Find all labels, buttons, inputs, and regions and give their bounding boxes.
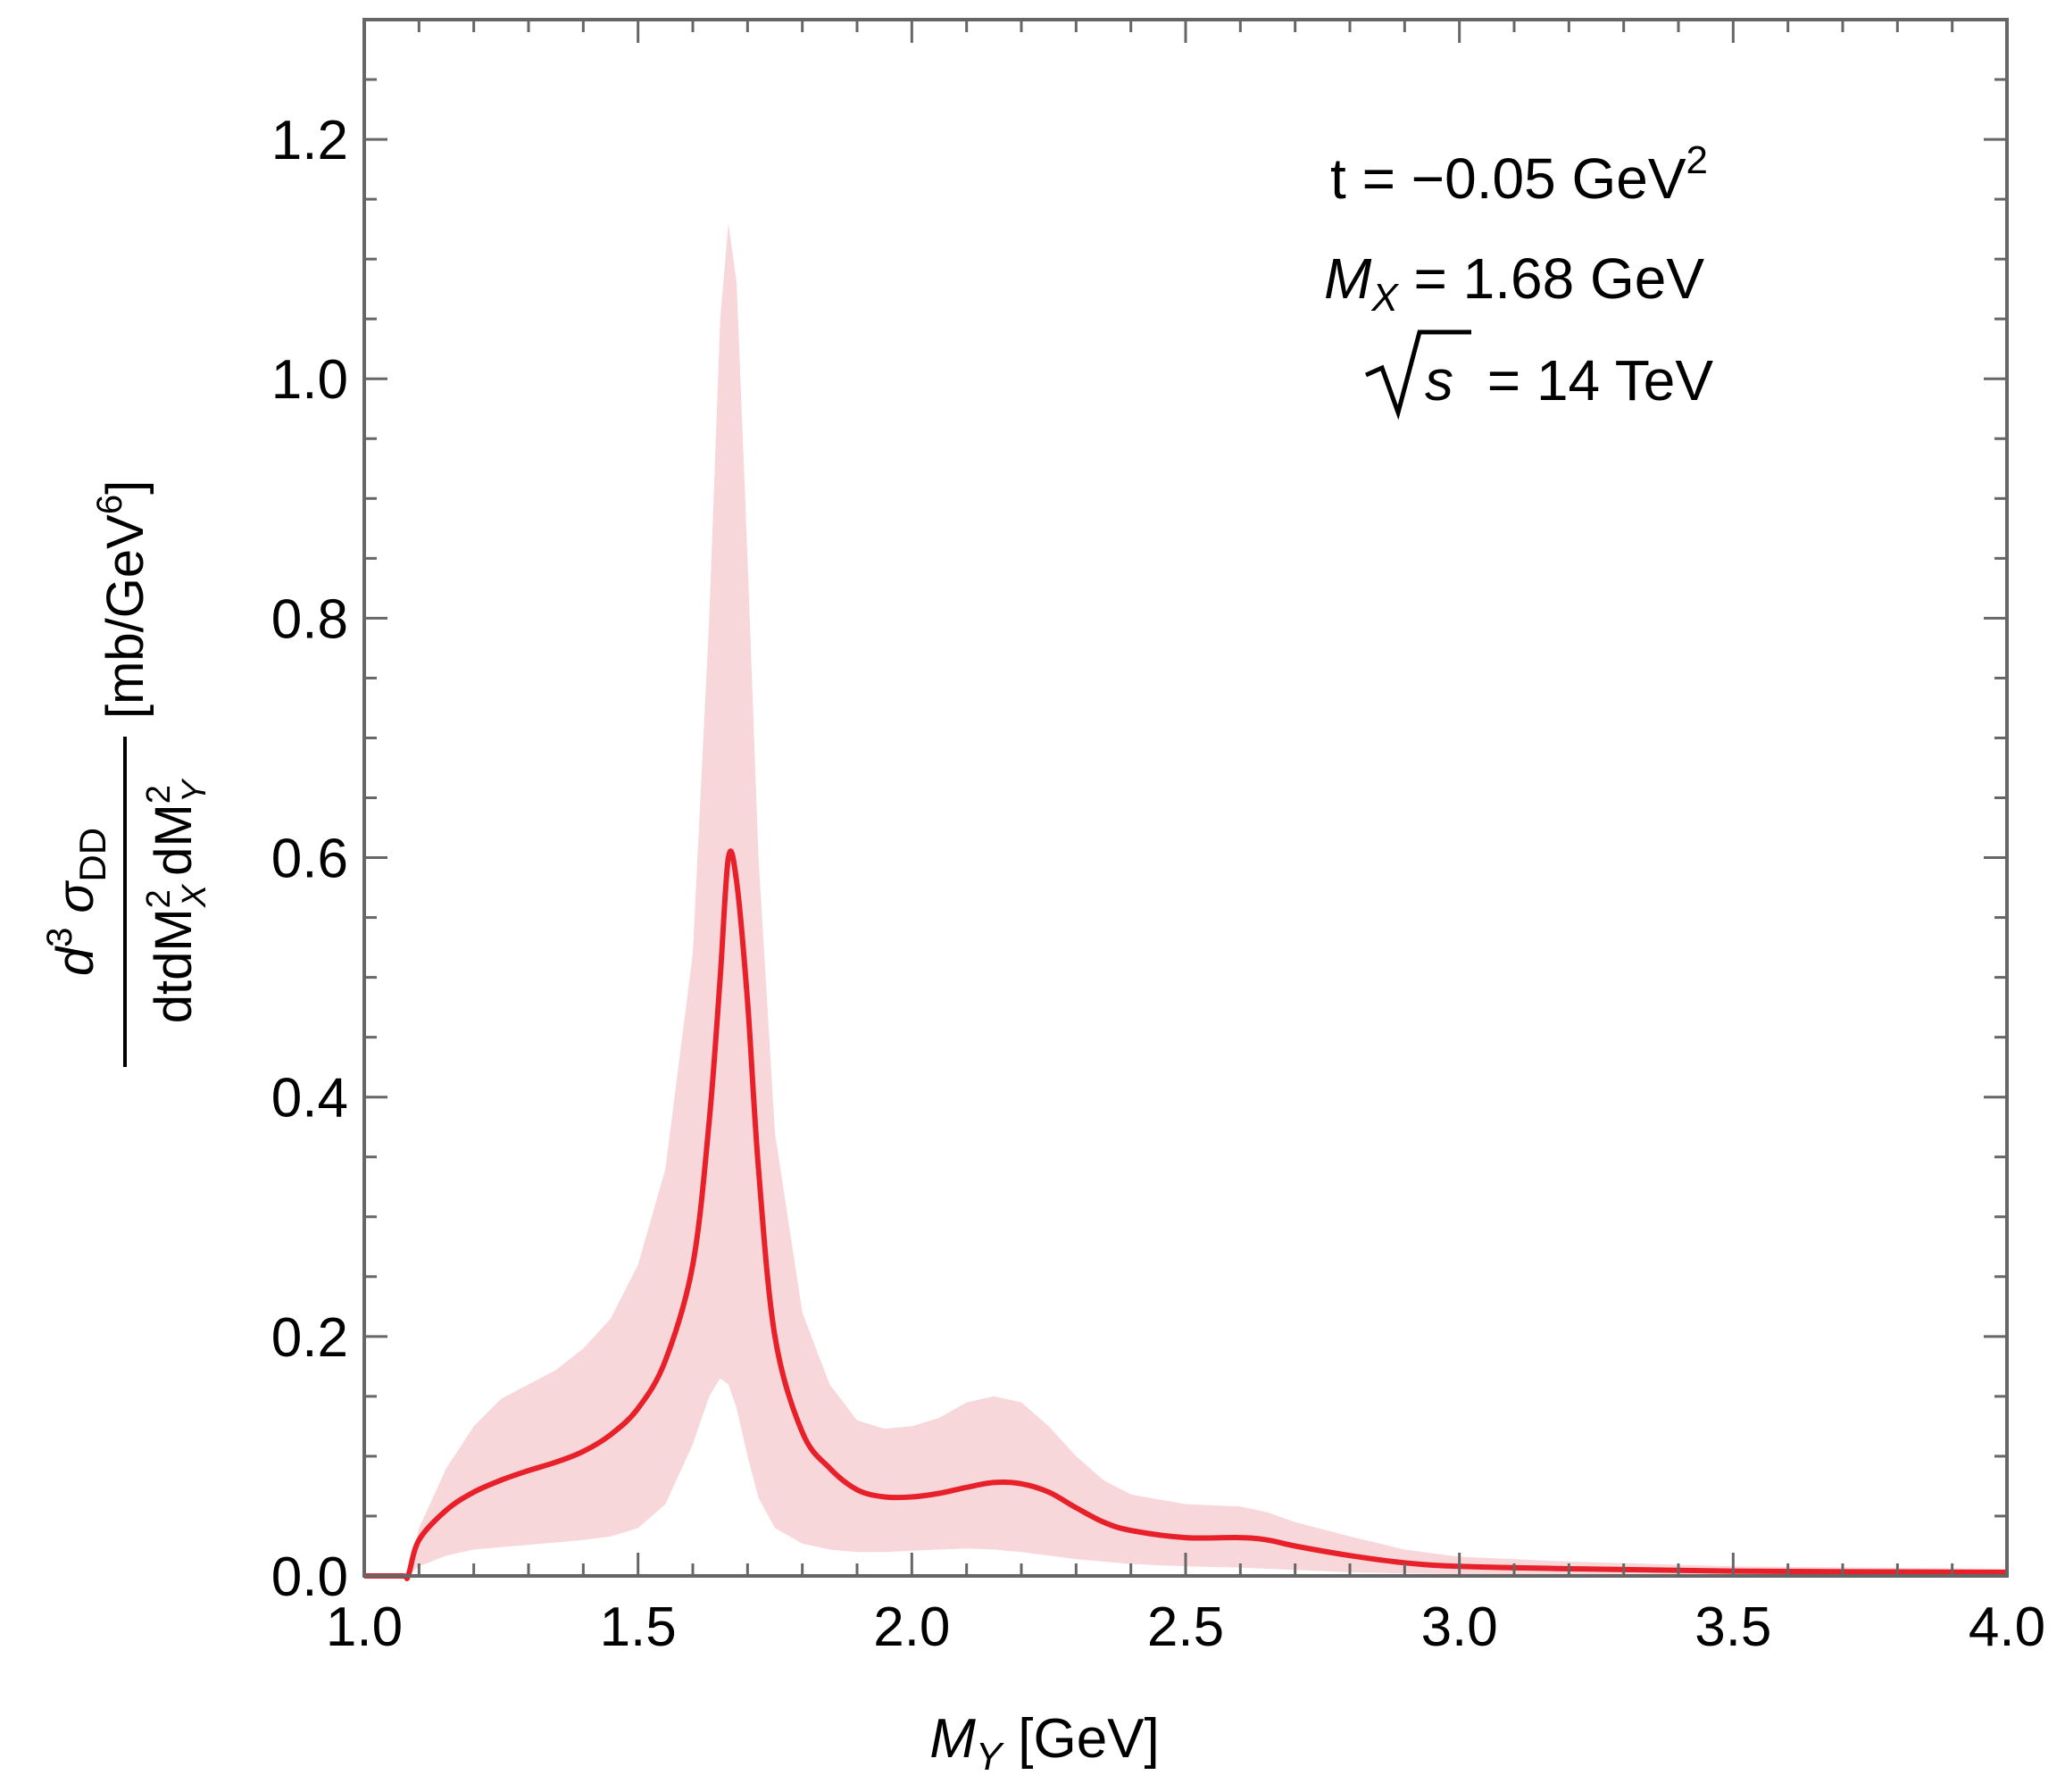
central-curve — [364, 848, 2008, 1581]
sqrt-sign-icon — [1364, 329, 1471, 421]
band-layer — [364, 222, 2007, 1576]
x-tick-label: 1.5 — [600, 1596, 677, 1658]
y-tick-label: 0.6 — [271, 829, 348, 890]
y-tick-label: 1.2 — [271, 110, 348, 171]
x-tick-label: 3.5 — [1694, 1596, 1771, 1658]
y-tick-label: 0.8 — [271, 588, 348, 650]
annotation-sqrt-s: s = 14 TeV — [1364, 329, 1713, 421]
annotation-t: t = −0.05 GeV2 — [1330, 138, 1708, 211]
x-tick-label: 1.0 — [326, 1596, 403, 1658]
y-title-numerator: d3σDD — [40, 828, 113, 976]
y-tick-label: 0.0 — [271, 1546, 348, 1608]
x-tick-label: 2.5 — [1147, 1596, 1224, 1658]
y-title-denominator: dtdM2XdM2Y — [140, 778, 213, 1023]
x-axis-title: MY [GeV] — [929, 1708, 1160, 1779]
x-tick-label: 2.0 — [873, 1596, 950, 1658]
uncertainty-band — [364, 222, 2007, 1576]
x-tick-label: 3.0 — [1421, 1596, 1498, 1658]
annotation-mx: MX = 1.68 GeV — [1324, 246, 1704, 320]
x-tick-label: 4.0 — [1969, 1596, 2045, 1658]
svg-text:s = 14 TeV: s = 14 TeV — [1425, 348, 1713, 413]
y-tick-label: 0.4 — [271, 1068, 348, 1129]
y-tick-label: 0.2 — [271, 1307, 348, 1369]
tick-layer: 1.0 1.5 2.0 2.5 3.0 3.5 4.0 0.0 0.2 0.4 0.6 0.8 1.0 1… — [271, 18, 2045, 1658]
line-layer — [364, 848, 2008, 1581]
y-tick-label: 1.0 — [271, 349, 348, 411]
y-axis-title: d3σDD dtdM2XdM2Y [mb/GeV6] — [40, 480, 213, 1067]
y-title-unit: [mb/GeV6] — [90, 480, 154, 719]
